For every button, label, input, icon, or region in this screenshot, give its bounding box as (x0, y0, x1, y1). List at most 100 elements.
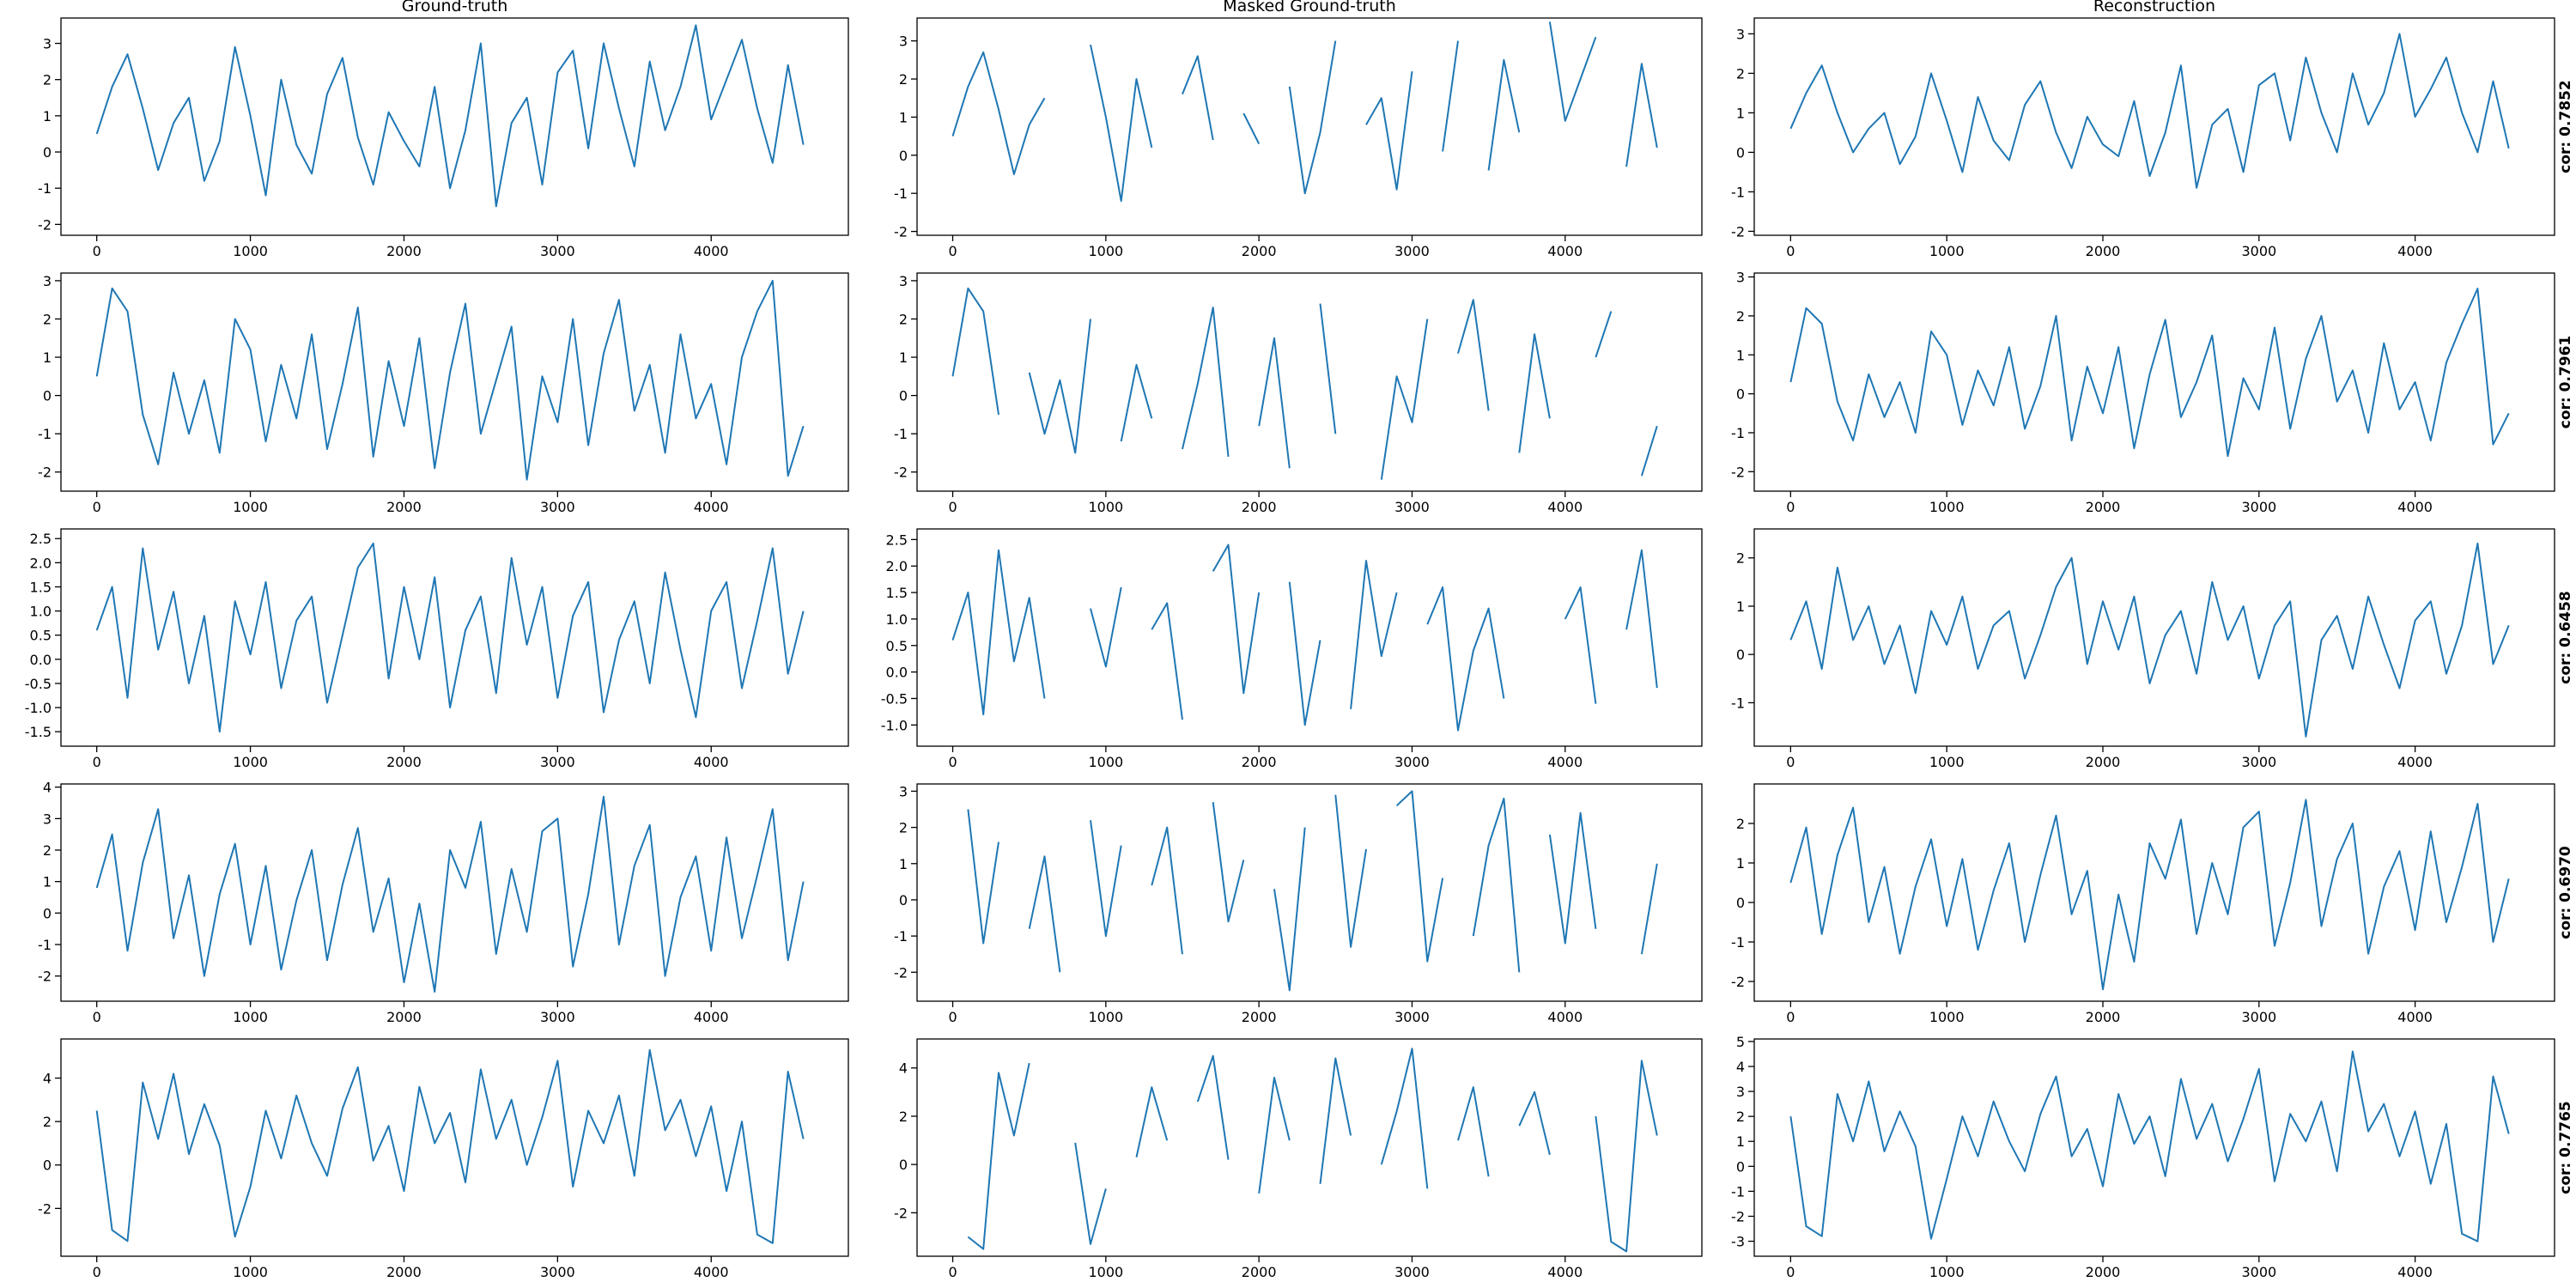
axes-frame (916, 17, 1703, 236)
y-tick-label: -1 (1731, 695, 1745, 711)
x-tick-label: 1000 (1929, 754, 1965, 770)
x-tick-label: 2000 (1242, 499, 1277, 515)
axes-frame (916, 528, 1703, 747)
y-tick-label: 3 (1736, 1084, 1745, 1100)
y-tick-label: 0 (1736, 386, 1745, 403)
y-tick-label: -1 (1731, 184, 1745, 200)
y-tick-label: -2 (38, 216, 52, 233)
x-tick-label: 2000 (386, 243, 422, 259)
y-tick-label: -2 (894, 1205, 908, 1221)
x-tick-label: 1000 (1088, 1264, 1123, 1280)
axes-frame (916, 1038, 1703, 1257)
axes-frame (60, 272, 849, 492)
x-tick-label: 2000 (2086, 1264, 2121, 1280)
x-tick-label: 4000 (1547, 1264, 1583, 1280)
x-tick-label: 4000 (1547, 1009, 1583, 1025)
y-tick-label: 2 (1736, 1109, 1745, 1125)
axes-frame (1753, 17, 2555, 236)
y-tick-label: -1 (38, 180, 52, 197)
x-tick-label: 4000 (694, 1009, 729, 1025)
y-tick-label: 0.5 (886, 638, 908, 654)
y-tick-label: -2 (38, 969, 52, 985)
x-tick-label: 3000 (2241, 1009, 2276, 1025)
y-tick-label: -2 (894, 465, 908, 481)
data-line (951, 21, 1658, 203)
y-tick-label: 1 (1736, 598, 1745, 615)
axes-frame (1753, 528, 2555, 747)
y-tick-label: 0 (1736, 1158, 1745, 1175)
x-tick-label: 3000 (1394, 1264, 1430, 1280)
data-line (1789, 1050, 2510, 1242)
x-tick-label: 0 (93, 243, 101, 259)
y-tick-label: -2 (894, 224, 908, 240)
y-tick-label: -1 (38, 426, 52, 442)
y-tick-label: -2 (1731, 974, 1745, 990)
x-tick-label: 0 (1786, 243, 1795, 259)
y-tick-label: 0.5 (30, 628, 52, 644)
y-tick-label: -2 (38, 1200, 52, 1217)
x-tick-label: 4000 (2397, 499, 2433, 515)
axes-frame (60, 17, 849, 236)
x-tick-label: 1000 (233, 1264, 268, 1280)
x-tick-label: 3000 (540, 499, 575, 515)
x-tick-label: 1000 (1088, 243, 1123, 259)
x-tick-label: 4000 (694, 243, 729, 259)
x-tick-label: 2000 (386, 754, 422, 770)
y-tick-label: 0 (1736, 895, 1745, 911)
x-tick-label: 4000 (1547, 243, 1583, 259)
y-tick-label: -2 (894, 964, 908, 981)
x-tick-label: 0 (948, 499, 957, 515)
y-tick-label: -1 (1731, 1183, 1745, 1200)
x-tick-label: 3000 (2241, 243, 2276, 259)
axes-frame (60, 1038, 849, 1257)
y-tick-label: 2.0 (886, 558, 908, 574)
y-tick-label: 2.5 (30, 531, 52, 547)
x-tick-label: 0 (1786, 754, 1795, 770)
y-tick-label: -1.0 (881, 717, 908, 733)
y-tick-label: 4 (1736, 1059, 1745, 1075)
data-line (951, 287, 1658, 480)
data-line (95, 795, 805, 993)
x-tick-label: 1000 (1088, 754, 1123, 770)
y-tick-label: 3 (1736, 270, 1745, 286)
y-tick-label: -1 (1731, 934, 1745, 951)
y-tick-label: 2 (43, 842, 52, 859)
x-tick-label: 2000 (2086, 754, 2121, 770)
y-tick-label: 1 (1736, 855, 1745, 872)
y-tick-label: -1 (894, 928, 908, 945)
x-tick-label: 1000 (233, 754, 268, 770)
x-tick-label: 1000 (1088, 1009, 1123, 1025)
data-line (951, 544, 1658, 732)
y-tick-label: -1.5 (25, 724, 52, 740)
x-tick-label: 2000 (1242, 1264, 1277, 1280)
y-tick-label: -2 (1731, 223, 1745, 240)
y-tick-label: 2.5 (886, 532, 908, 548)
y-tick-label: 3 (43, 811, 52, 827)
y-tick-label: 3 (899, 33, 908, 50)
y-tick-label: 1 (43, 349, 52, 366)
data-line (95, 24, 805, 208)
y-tick-label: 2 (1736, 816, 1745, 832)
y-tick-label: -1 (1731, 425, 1745, 441)
x-tick-label: 3000 (540, 754, 575, 770)
y-tick-label: 0 (899, 892, 908, 908)
y-tick-label: 2 (899, 311, 908, 327)
axes-frame (1753, 783, 2555, 1002)
y-tick-label: 0.0 (886, 665, 908, 681)
y-tick-label: 2 (1736, 65, 1745, 82)
y-tick-label: -1 (38, 937, 52, 953)
x-tick-label: 0 (948, 243, 957, 259)
x-tick-label: 1000 (1929, 243, 1965, 259)
y-tick-label: 0 (899, 1157, 908, 1173)
data-line (95, 279, 805, 481)
x-tick-label: 4000 (2397, 1264, 2433, 1280)
y-tick-label: 3 (1736, 26, 1745, 42)
x-tick-label: 2000 (2086, 1009, 2121, 1025)
x-tick-label: 3000 (2241, 1264, 2276, 1280)
data-line (1789, 33, 2510, 189)
y-tick-label: 2 (43, 1114, 52, 1130)
y-tick-label: 2.0 (30, 555, 52, 571)
y-tick-label: 3 (899, 783, 908, 799)
